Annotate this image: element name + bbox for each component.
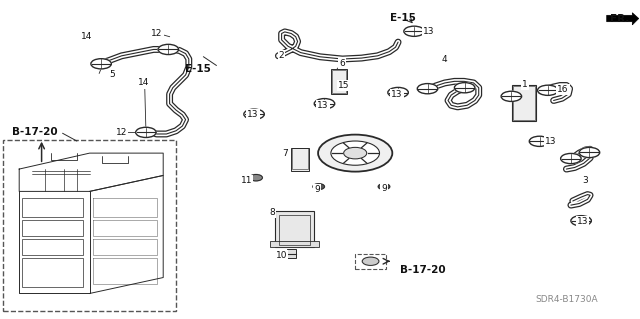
Text: 15: 15 bbox=[338, 81, 349, 90]
Text: 8: 8 bbox=[269, 208, 275, 217]
Text: 10: 10 bbox=[276, 251, 287, 260]
Circle shape bbox=[331, 141, 380, 165]
Bar bbox=[22, 220, 83, 236]
Text: 2: 2 bbox=[279, 51, 284, 60]
Bar bbox=[513, 86, 535, 120]
Bar bbox=[332, 70, 346, 93]
Circle shape bbox=[404, 26, 424, 36]
Text: 6: 6 bbox=[340, 59, 345, 68]
Circle shape bbox=[529, 136, 550, 146]
Text: 13: 13 bbox=[423, 27, 435, 36]
Circle shape bbox=[313, 184, 324, 189]
Text: 13: 13 bbox=[545, 137, 556, 146]
Bar bbox=[331, 69, 347, 94]
Text: 1: 1 bbox=[522, 80, 527, 89]
Circle shape bbox=[244, 109, 264, 119]
Bar bbox=[279, 215, 310, 245]
Text: E-15: E-15 bbox=[390, 12, 416, 23]
Bar bbox=[275, 211, 314, 247]
Text: 7: 7 bbox=[282, 149, 287, 158]
Bar bbox=[270, 241, 319, 247]
Circle shape bbox=[362, 257, 379, 265]
Text: 13: 13 bbox=[391, 90, 403, 99]
Bar bbox=[22, 239, 83, 255]
Text: 9: 9 bbox=[314, 185, 319, 194]
Circle shape bbox=[501, 91, 522, 101]
Circle shape bbox=[136, 127, 156, 137]
Text: FR.: FR. bbox=[610, 13, 629, 24]
Circle shape bbox=[561, 153, 581, 164]
Text: 5: 5 bbox=[109, 70, 115, 79]
Text: E-15: E-15 bbox=[186, 63, 211, 74]
Circle shape bbox=[378, 184, 390, 189]
Circle shape bbox=[318, 135, 392, 172]
Text: B-17-20: B-17-20 bbox=[12, 127, 58, 137]
Text: B-17-20: B-17-20 bbox=[399, 264, 445, 275]
Circle shape bbox=[344, 147, 367, 159]
Circle shape bbox=[250, 174, 262, 181]
Text: 12: 12 bbox=[151, 29, 163, 38]
Circle shape bbox=[538, 85, 558, 95]
Text: 13: 13 bbox=[577, 217, 588, 226]
Text: 16: 16 bbox=[557, 85, 569, 94]
Text: 11: 11 bbox=[241, 176, 252, 185]
Bar bbox=[3, 140, 176, 311]
Circle shape bbox=[158, 44, 179, 55]
Bar bbox=[292, 148, 308, 169]
Text: 12: 12 bbox=[116, 128, 127, 137]
Bar bbox=[512, 85, 536, 121]
Circle shape bbox=[454, 83, 475, 93]
Text: 13: 13 bbox=[247, 110, 259, 119]
Circle shape bbox=[579, 147, 600, 158]
Text: 14: 14 bbox=[138, 78, 150, 87]
FancyBboxPatch shape bbox=[355, 254, 386, 269]
Text: SDR4-B1730A: SDR4-B1730A bbox=[535, 295, 598, 304]
Circle shape bbox=[417, 84, 438, 94]
Circle shape bbox=[388, 87, 408, 98]
Text: 13: 13 bbox=[317, 101, 329, 110]
Circle shape bbox=[91, 59, 111, 69]
Circle shape bbox=[571, 216, 591, 226]
Text: 3: 3 bbox=[583, 176, 588, 185]
Bar bbox=[22, 258, 83, 287]
Circle shape bbox=[314, 99, 335, 109]
Text: 14: 14 bbox=[81, 32, 92, 41]
Bar bbox=[291, 148, 309, 171]
Text: 9: 9 bbox=[381, 184, 387, 193]
Bar bbox=[287, 249, 296, 258]
Text: 4: 4 bbox=[442, 55, 447, 63]
Bar bbox=[22, 198, 83, 217]
Polygon shape bbox=[607, 13, 639, 25]
